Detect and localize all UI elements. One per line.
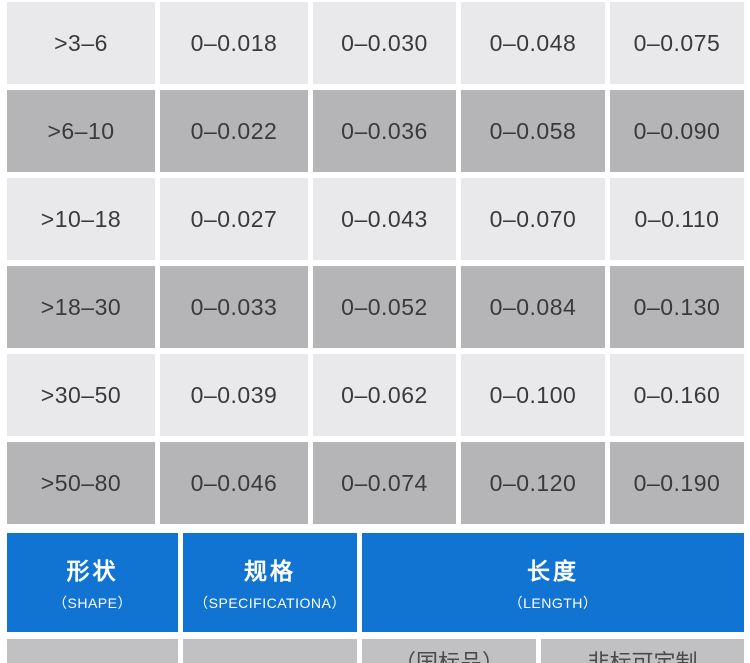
spec-row-cell xyxy=(183,639,357,663)
tolerance-value-cell: 0–0.120 xyxy=(461,442,605,524)
size-range-cell: >18–30 xyxy=(7,266,155,348)
spec-header-label-zh: 长度 xyxy=(527,558,579,584)
spec-header-label-en: （SHAPE） xyxy=(53,595,132,611)
spec-row-cell: 非标可定制 xyxy=(541,639,744,663)
tolerance-value-cell: 0–0.027 xyxy=(160,178,308,260)
tolerance-value-cell: 0–0.052 xyxy=(313,266,456,348)
tolerance-table: >3–6 0–0.018 0–0.030 0–0.048 0–0.075 >6–10 0–0… xyxy=(7,2,744,524)
tolerance-value-cell: 0–0.022 xyxy=(160,90,308,172)
size-range-cell: >6–10 xyxy=(7,90,155,172)
tolerance-value-cell: 0–0.046 xyxy=(160,442,308,524)
tolerance-value-cell: 0–0.058 xyxy=(461,90,605,172)
tolerance-value-cell: 0–0.084 xyxy=(461,266,605,348)
tolerance-value-cell: 0–0.070 xyxy=(461,178,605,260)
size-range-cell: >30–50 xyxy=(7,354,155,436)
tolerance-value-cell: 0–0.039 xyxy=(160,354,308,436)
tolerance-value-cell: 0–0.018 xyxy=(160,2,308,84)
tolerance-value-cell: 0–0.030 xyxy=(313,2,456,84)
tolerance-value-cell: 0–0.062 xyxy=(313,354,456,436)
tolerance-value-cell: 0–0.130 xyxy=(610,266,744,348)
tolerance-value-cell: 0–0.100 xyxy=(461,354,605,436)
spec-header-label-zh: 形状 xyxy=(66,558,119,584)
tolerance-value-cell: 0–0.160 xyxy=(610,354,744,436)
spec-header-label-en: （SPECIFICATIONA） xyxy=(194,595,346,611)
spec-row-cell xyxy=(7,639,178,663)
spec-table-partial-row: （国标品） 非标可定制 xyxy=(0,639,750,663)
tolerance-value-cell: 0–0.033 xyxy=(160,266,308,348)
spec-table-header-row: 形状 （SHAPE） 规格 （SPECIFICATIONA） 长度 （LENGTH） xyxy=(0,533,750,632)
spec-header-cell: 形状 （SHAPE） xyxy=(7,533,178,632)
spec-header-label-zh: 规格 xyxy=(244,558,296,584)
tolerance-value-cell: 0–0.074 xyxy=(313,442,456,524)
tolerance-value-cell: 0–0.048 xyxy=(461,2,605,84)
spec-header-label-en: （LENGTH） xyxy=(508,595,598,611)
size-range-cell: >3–6 xyxy=(7,2,155,84)
tolerance-value-cell: 0–0.190 xyxy=(610,442,744,524)
size-range-cell: >50–80 xyxy=(7,442,155,524)
spec-header-cell: 规格 （SPECIFICATIONA） xyxy=(183,533,357,632)
spec-row-cell: （国标品） xyxy=(362,639,536,663)
tolerance-value-cell: 0–0.090 xyxy=(610,90,744,172)
size-range-cell: >10–18 xyxy=(7,178,155,260)
tolerance-value-cell: 0–0.075 xyxy=(610,2,744,84)
tolerance-value-cell: 0–0.043 xyxy=(313,178,456,260)
spec-header-cell: 长度 （LENGTH） xyxy=(362,533,744,632)
tolerance-value-cell: 0–0.110 xyxy=(610,178,744,260)
tolerance-value-cell: 0–0.036 xyxy=(313,90,456,172)
